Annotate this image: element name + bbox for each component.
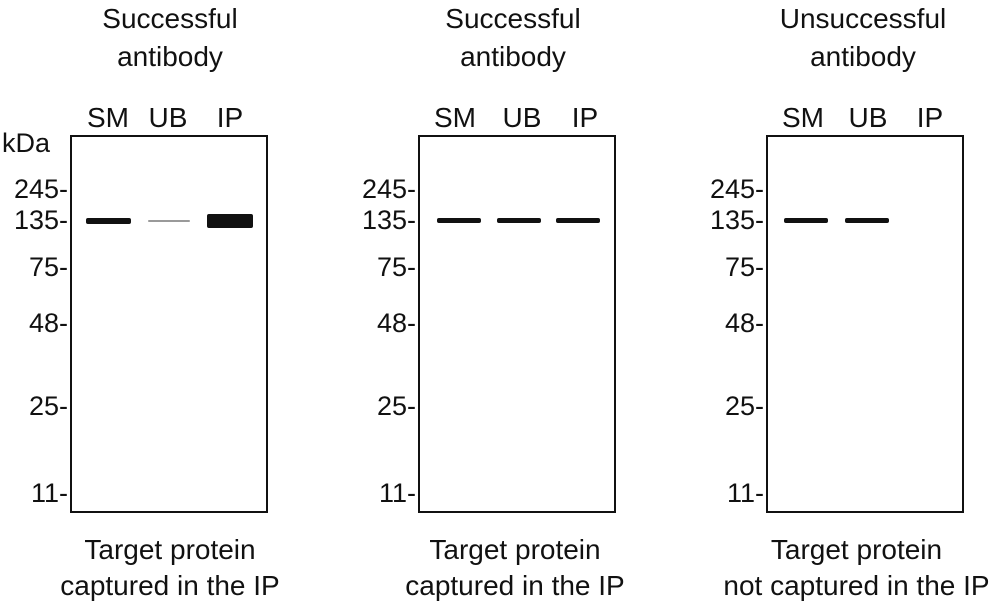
marker-135: 135- xyxy=(13,205,68,235)
band-ip-135 xyxy=(207,214,253,228)
marker-75: 75- xyxy=(376,252,416,282)
marker-135: 135- xyxy=(709,205,764,235)
band-ub-135 xyxy=(497,218,541,223)
marker-245: 245- xyxy=(13,174,68,204)
band-sm-135 xyxy=(784,218,828,223)
kda-label: kDa xyxy=(2,128,51,158)
lane-label-ip: IP xyxy=(571,102,599,133)
blot-membrane xyxy=(766,135,964,513)
band-ub-135 xyxy=(845,218,889,223)
marker-11: 11- xyxy=(726,478,764,508)
band-sm-135 xyxy=(86,218,131,224)
marker-48: 48- xyxy=(28,308,68,338)
marker-245: 245- xyxy=(361,174,416,204)
marker-48: 48- xyxy=(376,308,416,338)
blot-panel-3: Unsuccessful antibody SM UB IP 245- 135-… xyxy=(669,0,1004,609)
panel-caption: Target protein captured in the IP xyxy=(405,534,625,601)
marker-75: 75- xyxy=(28,252,68,282)
marker-25: 25- xyxy=(376,391,416,421)
marker-11: 11- xyxy=(378,478,416,508)
blot-panel-2: Successful antibody SM UB IP 245- 135- 7… xyxy=(335,0,670,609)
lane-label-sm: SM xyxy=(434,102,476,133)
panel-title: Unsuccessful antibody xyxy=(779,3,947,72)
lane-label-sm: SM xyxy=(87,102,129,133)
blot-panel-1: Successful antibody SM UB IP kDa 245- 13… xyxy=(0,0,335,609)
marker-25: 25- xyxy=(28,391,68,421)
lane-label-ip: IP xyxy=(916,102,944,133)
band-ub-135 xyxy=(148,220,190,222)
marker-25: 25- xyxy=(724,391,764,421)
marker-11: 11- xyxy=(30,478,68,508)
lane-label-ip: IP xyxy=(216,102,244,133)
band-ip-135 xyxy=(556,218,600,223)
panel-title: Successful antibody xyxy=(102,3,238,72)
marker-245: 245- xyxy=(709,174,764,204)
marker-48: 48- xyxy=(724,308,764,338)
lane-label-sm: SM xyxy=(782,102,824,133)
blot-membrane xyxy=(418,135,616,513)
lane-label-ub: UB xyxy=(848,102,888,133)
lane-label-ub: UB xyxy=(502,102,542,133)
marker-135: 135- xyxy=(361,205,416,235)
lane-label-ub: UB xyxy=(148,102,188,133)
panel-caption: Target protein not captured in the IP xyxy=(723,534,990,601)
panel-caption: Target protein captured in the IP xyxy=(60,534,280,601)
blot-membrane xyxy=(70,135,268,513)
marker-75: 75- xyxy=(724,252,764,282)
band-sm-135 xyxy=(437,218,481,223)
panel-title: Successful antibody xyxy=(445,3,581,72)
